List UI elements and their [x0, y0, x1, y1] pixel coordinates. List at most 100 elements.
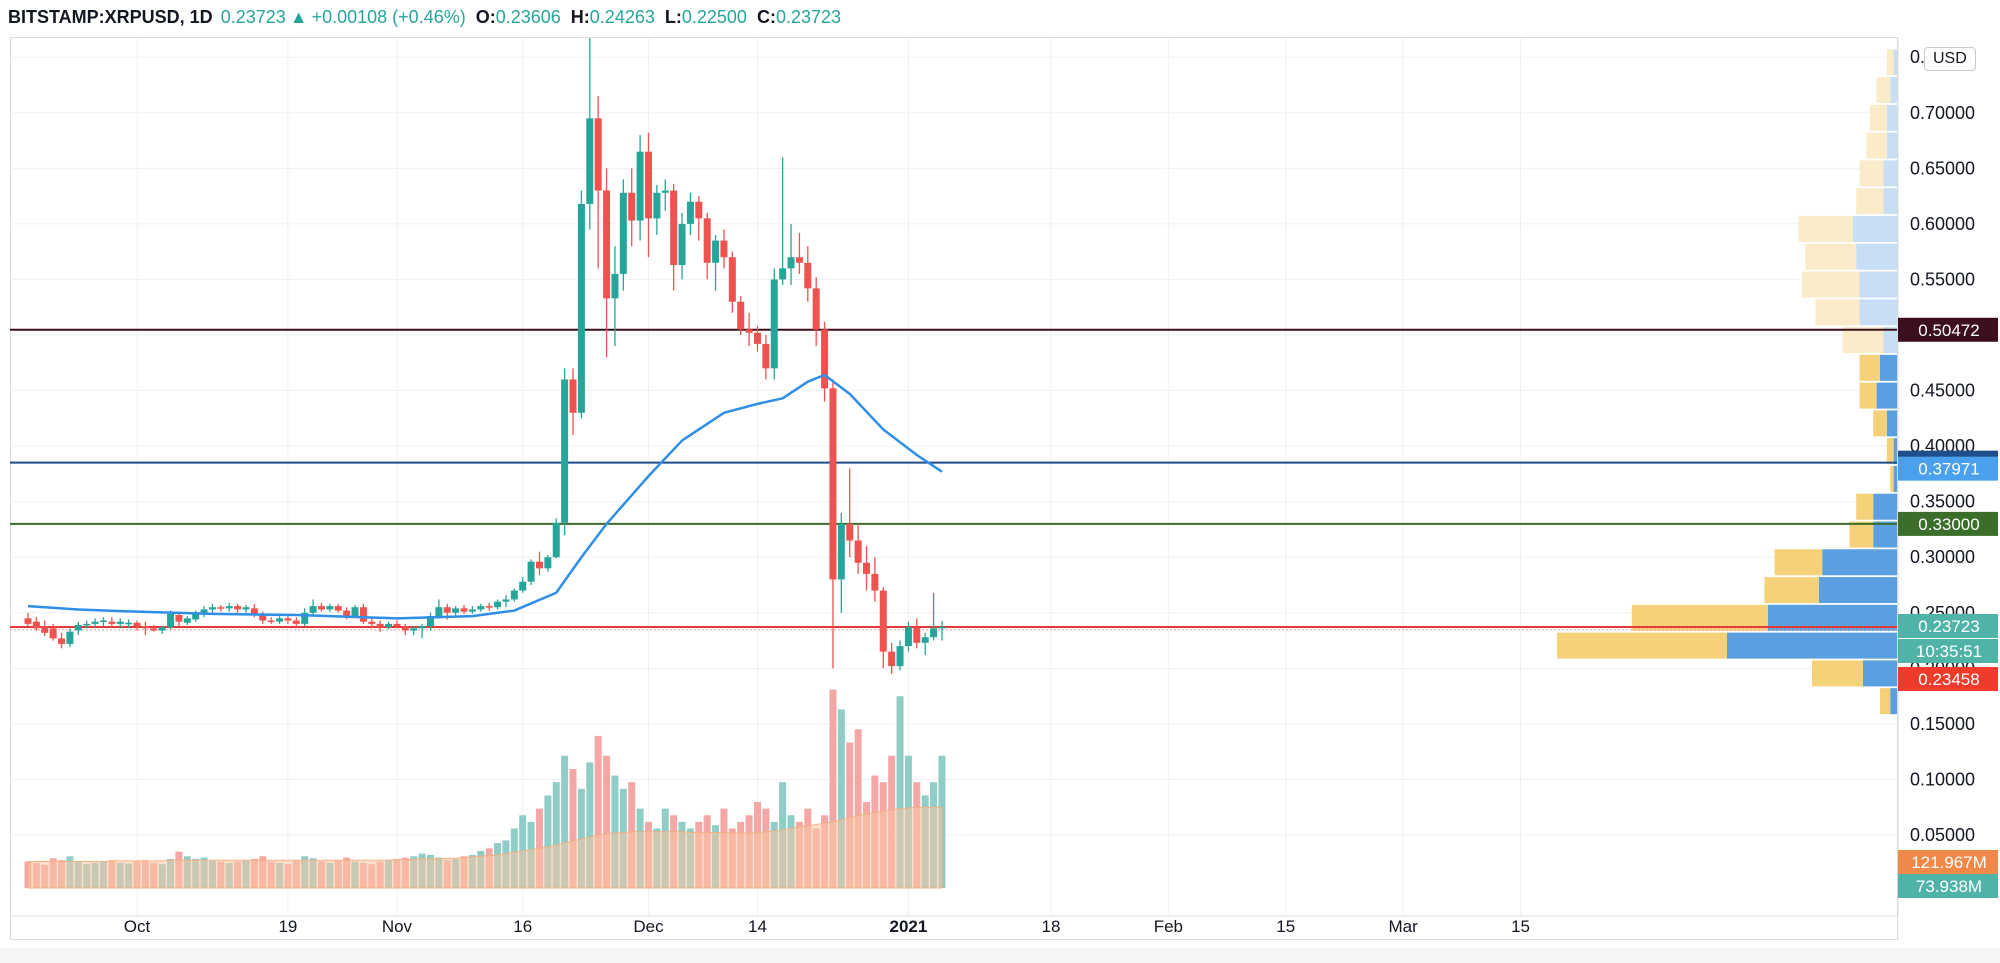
- x-tick-label: Oct: [124, 917, 151, 936]
- volume-profile-bar-down: [1873, 521, 1897, 548]
- volume-profile-bar-up: [1859, 354, 1880, 381]
- candle: [292, 617, 300, 629]
- candle-body: [770, 279, 778, 369]
- x-tick-label: Feb: [1154, 917, 1183, 936]
- volume-profile-bar-down: [1727, 632, 1897, 659]
- volume-profile-bar-down: [1890, 77, 1897, 104]
- candle: [234, 603, 242, 613]
- candle-body: [527, 561, 535, 582]
- candle: [728, 251, 736, 313]
- up-arrow-icon: ▲: [289, 6, 308, 27]
- volume-profile-bar-up: [1856, 188, 1884, 215]
- last-price-label: 0.23723: [1918, 617, 1979, 636]
- y-tick-label: 0.15000: [1910, 714, 1975, 734]
- volume-bar: [561, 755, 569, 888]
- y-tick-label: 0.45000: [1910, 381, 1975, 401]
- candle: [703, 212, 711, 280]
- candle: [586, 38, 594, 230]
- candle-body: [678, 223, 686, 266]
- candle-body: [74, 625, 82, 631]
- candle-body: [594, 118, 602, 191]
- volume-profile-bar-up: [1849, 521, 1874, 548]
- candle-body: [661, 190, 669, 193]
- bottom-toolbar: [0, 948, 2000, 963]
- candle: [904, 621, 912, 652]
- candle: [41, 620, 49, 637]
- candle-body: [108, 621, 116, 624]
- y-tick-label: 0.05000: [1910, 825, 1975, 845]
- close-value: 0.23723: [775, 6, 842, 27]
- candles: [24, 38, 946, 674]
- candle: [351, 605, 359, 618]
- candle-body: [435, 607, 443, 617]
- candle-body: [896, 646, 904, 667]
- candle-body: [712, 240, 720, 263]
- candle: [133, 620, 141, 631]
- candle-body: [904, 627, 912, 647]
- candle-body: [292, 620, 300, 624]
- currency-button[interactable]: USD: [1924, 47, 1976, 71]
- prev-close-label: 0.23458: [1918, 670, 1979, 689]
- candle: [862, 546, 870, 591]
- y-tick-label: 0.10000: [1910, 769, 1975, 789]
- candle: [846, 468, 854, 558]
- candle: [108, 617, 116, 628]
- candle: [804, 246, 812, 302]
- candle-body: [636, 151, 644, 221]
- candle-body: [728, 257, 736, 302]
- chart-header: BITSTAMP:XRPUSD, 1D 0.23723 ▲ +0.00108 (…: [8, 2, 841, 32]
- candle: [435, 599, 443, 619]
- candle-body: [829, 388, 837, 580]
- candle: [594, 96, 602, 269]
- volume-profile-bar-up: [1886, 438, 1894, 465]
- candle-body: [125, 622, 133, 625]
- candle: [83, 620, 91, 629]
- candle: [527, 559, 535, 586]
- volume-profile-bar-up: [1842, 327, 1884, 354]
- candle: [770, 268, 778, 380]
- volume-bars: [24, 689, 946, 889]
- candle-body: [167, 613, 175, 628]
- volume-bar: [569, 768, 577, 888]
- volume-profile-bar-down: [1863, 660, 1897, 687]
- candle-body: [670, 190, 678, 266]
- candle-body: [460, 608, 468, 612]
- candle-body: [426, 616, 434, 627]
- countdown-label-box: [1898, 639, 1998, 663]
- candle-body: [561, 379, 569, 523]
- volume-profile-bar-up: [1856, 493, 1874, 520]
- x-tick-label: Dec: [633, 917, 664, 936]
- candle: [695, 196, 703, 241]
- candle-body: [200, 609, 208, 614]
- candle: [452, 606, 460, 617]
- volume-bar: [846, 742, 854, 888]
- candle: [544, 555, 552, 572]
- candle: [66, 628, 74, 648]
- volume-bar: [854, 729, 862, 888]
- candle: [661, 179, 669, 211]
- candle-body: [653, 192, 661, 219]
- volume-profile-bar-down: [1886, 104, 1897, 131]
- candle: [821, 321, 829, 402]
- candle-body: [376, 623, 384, 628]
- candle-body: [183, 618, 191, 623]
- candle: [737, 296, 745, 336]
- candle-body: [695, 201, 703, 219]
- candle: [125, 619, 133, 629]
- candle-body: [854, 540, 862, 563]
- candle-body: [485, 606, 493, 608]
- candle: [871, 557, 879, 602]
- candle-body: [242, 607, 250, 610]
- candle: [913, 618, 921, 649]
- volume-profile-bar-down: [1883, 160, 1897, 187]
- candle-body: [720, 240, 728, 258]
- candle: [309, 599, 317, 617]
- volume-profile-bar-up: [1801, 271, 1860, 298]
- x-tick-label: 18: [1042, 917, 1061, 936]
- level-price-label: 0.33000: [1918, 515, 1979, 534]
- volume-bar: [552, 782, 560, 888]
- x-tick-label: 15: [1511, 917, 1530, 936]
- candle-body: [938, 626, 946, 629]
- open-label: O:: [475, 6, 496, 27]
